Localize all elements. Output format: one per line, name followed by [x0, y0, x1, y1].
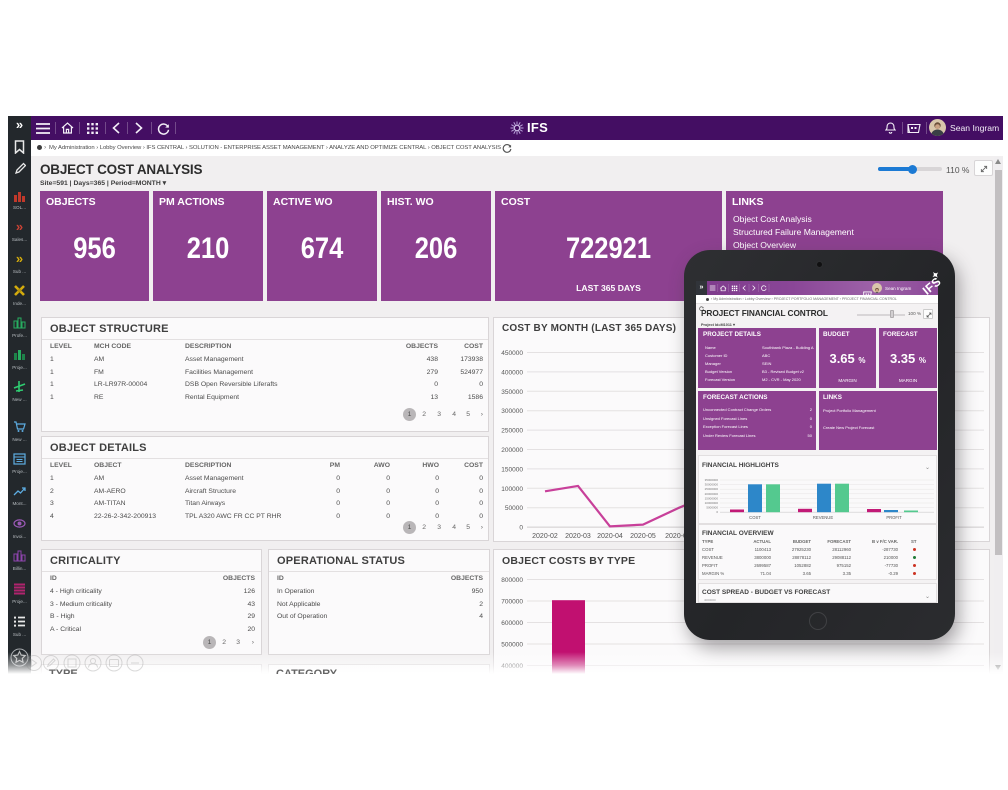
svg-text:15000000: 15000000 [705, 496, 719, 500]
svg-text:300000: 300000 [501, 408, 523, 415]
svg-text:400000: 400000 [501, 369, 523, 376]
svg-text:2020-02: 2020-02 [532, 533, 558, 540]
svg-text:10000000: 10000000 [705, 501, 719, 505]
svg-text:2020-04: 2020-04 [597, 533, 623, 540]
svg-text:25000000: 25000000 [705, 487, 719, 491]
svg-text:0: 0 [519, 525, 523, 532]
svg-text:250000: 250000 [501, 428, 523, 435]
svg-text:REVENUE: REVENUE [813, 515, 833, 520]
svg-text:5000000: 5000000 [706, 506, 718, 510]
svg-text:35000000: 35000000 [705, 478, 719, 482]
svg-text:150000: 150000 [501, 466, 523, 473]
svg-text:PROFIT: PROFIT [886, 515, 902, 520]
svg-text:700000: 700000 [501, 599, 523, 606]
svg-text:50000: 50000 [505, 505, 523, 512]
svg-text:20000000: 20000000 [705, 492, 719, 496]
svg-text:200000: 200000 [501, 447, 523, 454]
svg-text:350000: 350000 [501, 389, 523, 396]
svg-text:800000: 800000 [501, 577, 523, 584]
svg-text:30000000: 30000000 [705, 483, 719, 487]
svg-text:600000: 600000 [501, 620, 523, 627]
svg-text:2020-03: 2020-03 [565, 533, 591, 540]
svg-text:500000: 500000 [501, 642, 523, 649]
svg-text:100000: 100000 [501, 486, 523, 493]
svg-text:0: 0 [716, 510, 718, 514]
svg-text:2020-05: 2020-05 [630, 533, 656, 540]
svg-text:2020-06: 2020-06 [665, 533, 691, 540]
svg-text:COST: COST [749, 515, 761, 520]
svg-text:450000: 450000 [501, 350, 523, 357]
